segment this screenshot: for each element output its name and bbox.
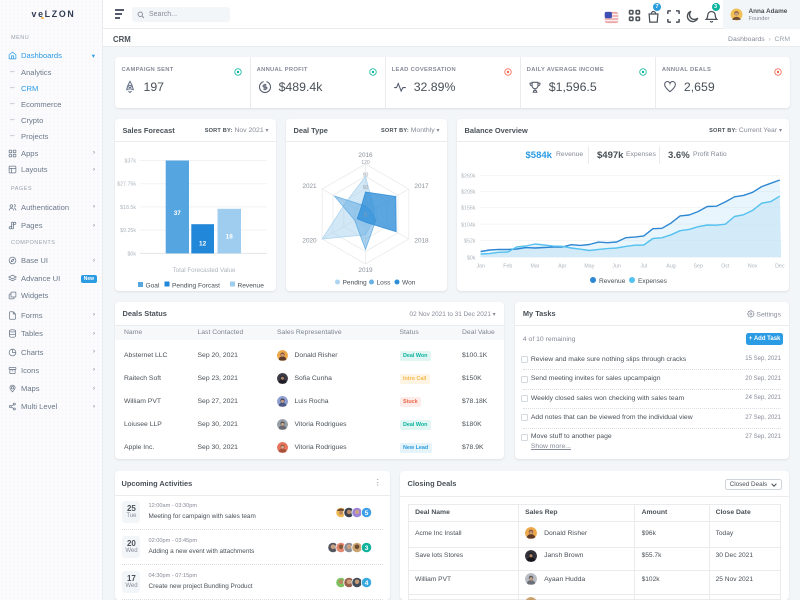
svg-text:$27.75k: $27.75k (117, 182, 136, 188)
svg-text:2019: 2019 (358, 267, 373, 274)
svg-text:$260k: $260k (461, 173, 476, 179)
svg-text:18: 18 (225, 234, 233, 241)
svg-text:Total Forecasted Value: Total Forecasted Value (172, 267, 235, 274)
svg-text:$52k: $52k (464, 238, 476, 244)
svg-text:Pending: Pending (342, 280, 367, 287)
svg-text:Loss: Loss (376, 280, 391, 287)
svg-text:Apr: Apr (558, 263, 566, 269)
svg-text:$9.25k: $9.25k (120, 228, 136, 234)
svg-text:$0k: $0k (466, 255, 475, 261)
svg-text:120: 120 (361, 160, 370, 166)
svg-text:3: 3 (364, 545, 368, 552)
svg-text:Oct: Oct (721, 263, 730, 269)
svg-text:12: 12 (199, 241, 207, 248)
svg-text:2021: 2021 (302, 183, 317, 190)
svg-text:Jun: Jun (612, 263, 621, 269)
svg-text:May: May (584, 263, 594, 269)
svg-text:Aug: Aug (666, 263, 675, 269)
svg-text:$104k: $104k (461, 222, 476, 228)
svg-text:0: 0 (364, 213, 367, 219)
svg-text:Won: Won (402, 280, 416, 287)
svg-text:2020: 2020 (302, 238, 317, 245)
svg-text:$0k: $0k (127, 251, 136, 257)
svg-text:37: 37 (173, 210, 181, 217)
svg-text:$37k: $37k (124, 159, 136, 165)
svg-text:2016: 2016 (358, 152, 373, 159)
svg-text:Nov: Nov (747, 263, 757, 269)
svg-text:Mar: Mar (530, 263, 539, 269)
svg-text:Pending Forcast: Pending Forcast (172, 283, 220, 290)
svg-text:Revenue: Revenue (599, 278, 626, 285)
svg-text:Revenue: Revenue (237, 283, 264, 290)
svg-text:Dec: Dec (775, 263, 785, 269)
svg-text:Feb: Feb (503, 263, 512, 269)
svg-text:$18.5k: $18.5k (120, 205, 136, 211)
svg-text:$208k: $208k (461, 189, 476, 195)
svg-text:Goal: Goal (145, 283, 159, 290)
svg-text:4: 4 (364, 580, 368, 587)
svg-text:Sep: Sep (693, 263, 702, 269)
svg-text:60: 60 (362, 185, 368, 191)
svg-text:90: 90 (362, 173, 368, 179)
svg-text:Expenses: Expenses (638, 278, 668, 285)
svg-text:$156k: $156k (461, 205, 476, 211)
svg-text:2017: 2017 (414, 183, 429, 190)
svg-text:5: 5 (364, 510, 368, 517)
svg-text:Jul: Jul (640, 263, 647, 269)
svg-text:Jan: Jan (476, 263, 485, 269)
svg-text:2018: 2018 (414, 238, 429, 245)
